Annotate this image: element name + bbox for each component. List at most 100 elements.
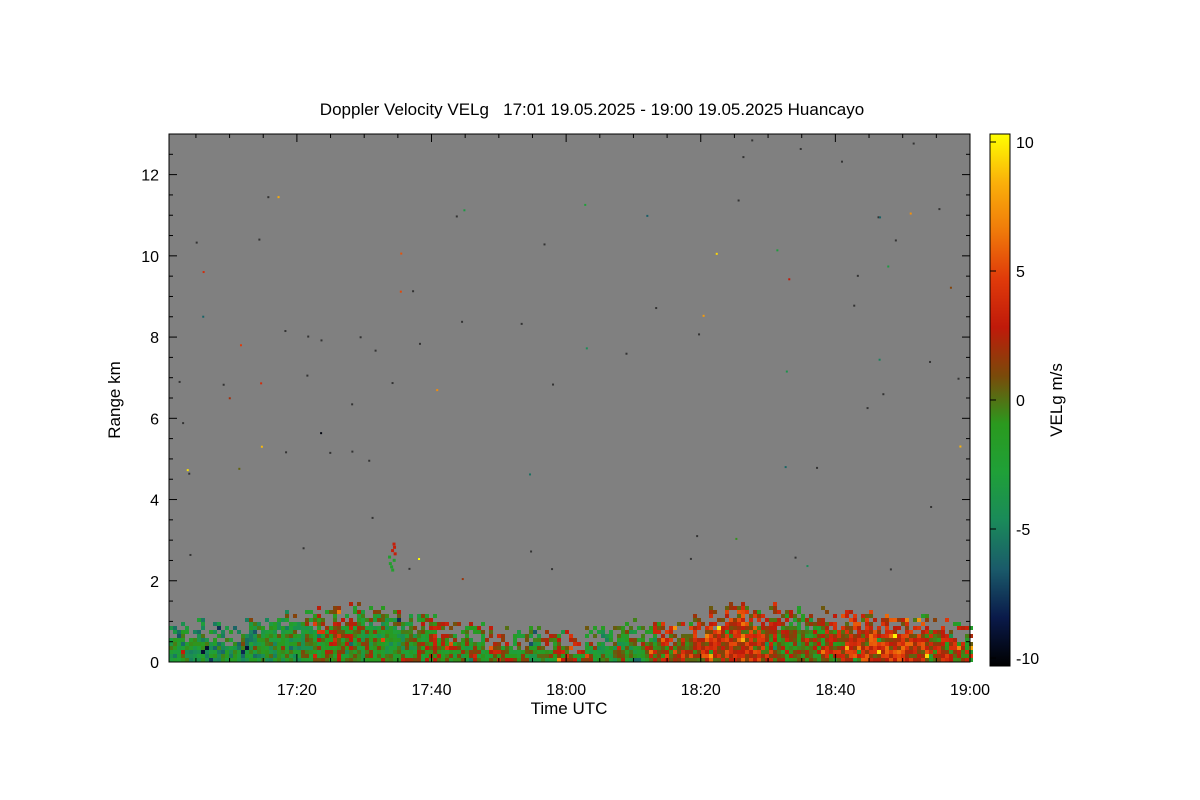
echo-cell <box>257 646 261 650</box>
echo-cell <box>253 646 257 650</box>
echo-cell <box>609 634 613 638</box>
echo-cell <box>369 622 373 626</box>
echo-cell <box>321 650 325 654</box>
echo-cell <box>965 650 969 654</box>
echo-cell <box>557 646 561 650</box>
echo-cell <box>585 654 589 658</box>
echo-cell <box>201 618 205 622</box>
echo-cell <box>741 630 745 634</box>
echo-cell <box>413 654 417 658</box>
speckle-pixel <box>894 239 897 242</box>
echo-cell <box>693 626 697 630</box>
echo-cell <box>281 654 285 658</box>
echo-cell <box>181 646 185 650</box>
echo-cell <box>925 638 929 642</box>
echo-cell <box>289 646 293 650</box>
colorbar-tick-label: 0 <box>1016 393 1025 410</box>
echo-cell <box>353 654 357 658</box>
echo-cell <box>813 654 817 658</box>
echo-cell <box>309 650 313 654</box>
echo-cell <box>509 646 513 650</box>
echo-cell <box>429 638 433 642</box>
echo-cell <box>241 654 245 658</box>
echo-cell <box>449 642 453 646</box>
echo-cell <box>701 638 705 642</box>
echo-cell <box>289 638 293 642</box>
echo-cell <box>773 638 777 642</box>
echo-cell <box>905 654 909 658</box>
speckle-pixel <box>182 422 185 425</box>
echo-cell <box>569 646 573 650</box>
echo-cell <box>521 634 525 638</box>
echo-cell <box>625 634 629 638</box>
echo-cell <box>461 654 465 658</box>
echo-cell <box>629 642 633 646</box>
echo-cell <box>841 642 845 646</box>
x-axis-title: Time UTC <box>531 699 608 718</box>
echo-cell <box>373 638 377 642</box>
isolated-echo-cell <box>392 558 396 562</box>
echo-cell <box>173 626 177 630</box>
echo-cell <box>221 646 225 650</box>
echo-cell <box>933 658 937 662</box>
echo-cell <box>421 646 425 650</box>
echo-cell <box>433 638 437 642</box>
echo-cell <box>785 638 789 642</box>
echo-cell <box>753 610 757 614</box>
echo-cell <box>865 642 869 646</box>
echo-cell <box>653 658 657 662</box>
echo-cell <box>937 646 941 650</box>
echo-cell <box>797 606 801 610</box>
echo-cell <box>749 638 753 642</box>
echo-cell <box>237 630 241 634</box>
echo-cell <box>397 630 401 634</box>
echo-cell <box>737 626 741 630</box>
echo-cell <box>269 630 273 634</box>
echo-cell <box>301 630 305 634</box>
echo-cell <box>605 646 609 650</box>
echo-cell <box>553 658 557 662</box>
echo-cell <box>505 642 509 646</box>
echo-cell <box>941 654 945 658</box>
echo-cell <box>865 658 869 662</box>
echo-cell <box>649 642 653 646</box>
echo-cell <box>473 650 477 654</box>
echo-cell <box>533 654 537 658</box>
echo-cell <box>249 622 253 626</box>
echo-cell <box>881 642 885 646</box>
echo-cell <box>917 618 921 622</box>
echo-cell <box>493 646 497 650</box>
echo-cell <box>745 654 749 658</box>
echo-cell <box>253 650 257 654</box>
echo-cell <box>337 638 341 642</box>
echo-cell <box>809 638 813 642</box>
echo-cell <box>669 638 673 642</box>
echo-cell <box>841 634 845 638</box>
echo-cell <box>897 650 901 654</box>
echo-cell <box>333 606 337 610</box>
echo-cell <box>597 642 601 646</box>
echo-cell <box>581 658 585 662</box>
echo-cell <box>933 630 937 634</box>
echo-cell <box>385 650 389 654</box>
echo-cell <box>625 654 629 658</box>
echo-cell <box>817 654 821 658</box>
echo-cell <box>317 650 321 654</box>
echo-cell <box>561 630 565 634</box>
speckle-pixel <box>195 241 198 244</box>
echo-cell <box>197 642 201 646</box>
y-tick-label: 12 <box>141 168 159 185</box>
echo-cell <box>269 638 273 642</box>
echo-cell <box>817 650 821 654</box>
echo-cell <box>453 646 457 650</box>
echo-cell <box>273 650 277 654</box>
echo-cell <box>721 626 725 630</box>
echo-cell <box>681 622 685 626</box>
echo-cell <box>773 654 777 658</box>
echo-cell <box>189 646 193 650</box>
speckle-pixel <box>878 358 881 361</box>
speckle-pixel <box>689 557 692 560</box>
echo-cell <box>357 638 361 642</box>
echo-cell <box>861 618 865 622</box>
speckle-pixel <box>285 451 288 454</box>
